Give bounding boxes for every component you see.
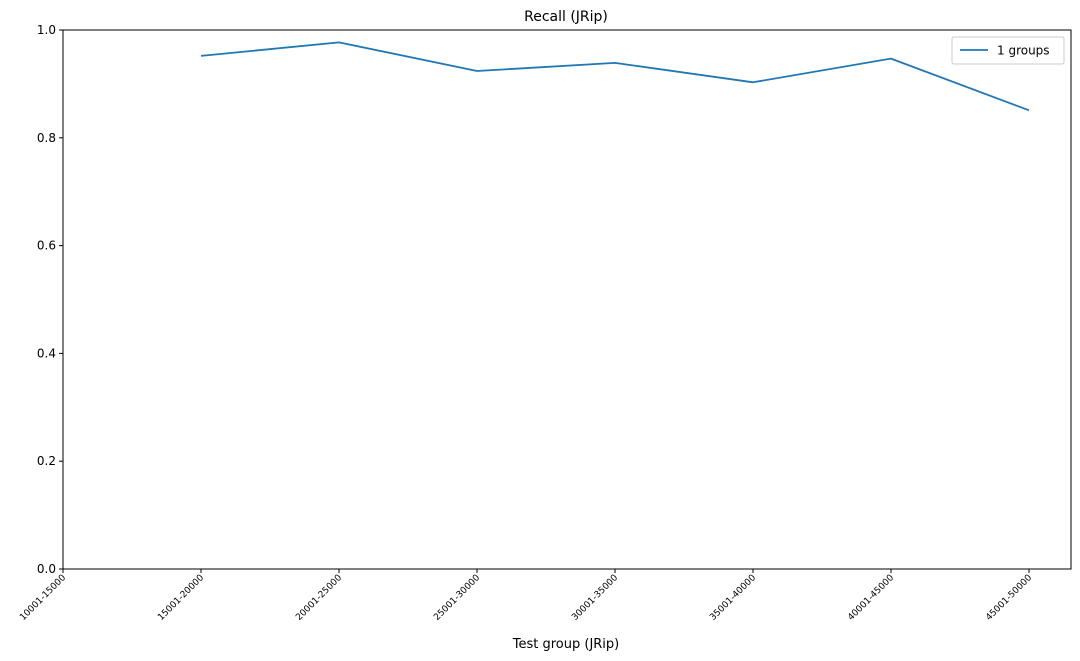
- legend-label: 1 groups: [997, 44, 1050, 58]
- x-tick-label: 25001-30000: [432, 573, 482, 623]
- x-tick-label: 10001-15000: [18, 573, 68, 623]
- x-axis: 10001-15000 15001-20000 20001-25000 25001-3…: [18, 569, 1034, 623]
- y-tick-label: 0.0: [37, 562, 56, 576]
- x-tick-label: 35001-40000: [708, 573, 758, 623]
- x-tick-label: 45001-50000: [984, 573, 1034, 623]
- y-tick-label: 1.0: [37, 23, 56, 37]
- y-axis: 0.0 0.2 0.4 0.6 0.8 1.0: [37, 23, 63, 576]
- legend-box: [951, 36, 1065, 65]
- x-tick-label: 40001-45000: [846, 573, 896, 623]
- plot-area: [62, 29, 1072, 570]
- y-tick-label: 0.8: [37, 131, 56, 145]
- y-tick-label: 0.6: [37, 239, 56, 253]
- series-layer: [200, 41, 1030, 112]
- y-tick-label: 0.2: [37, 454, 56, 468]
- x-tick-label: 15001-20000: [156, 573, 206, 623]
- x-tick-label: 30001-35000: [570, 573, 620, 623]
- x-tick-label: 20001-25000: [294, 573, 344, 623]
- series-line-0: [200, 41, 1030, 112]
- legend: 1 groups: [951, 36, 1065, 65]
- x-axis-label: Test group (JRip): [512, 637, 620, 652]
- y-tick-label: 0.4: [37, 346, 56, 360]
- chart-title: Recall (JRip): [524, 9, 608, 25]
